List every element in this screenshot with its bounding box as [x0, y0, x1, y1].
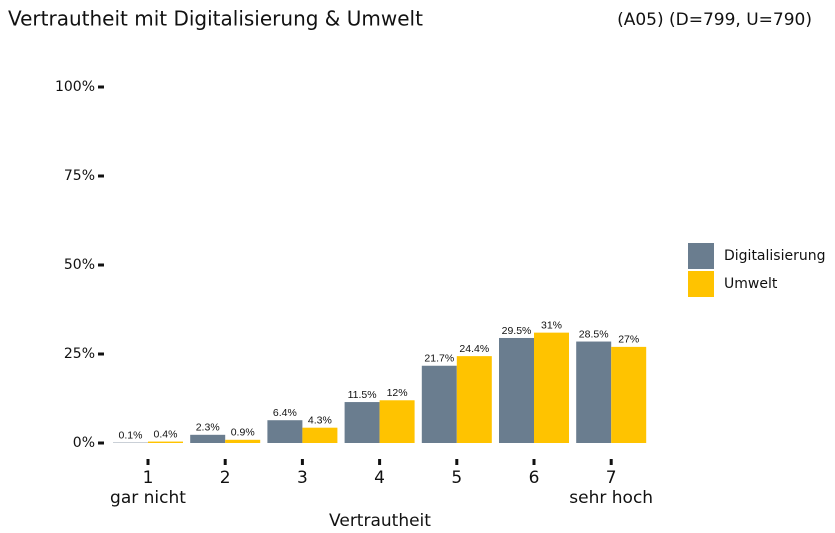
x-tick-label: 1: [143, 468, 154, 488]
legend-swatch: [688, 271, 714, 297]
bar: [576, 341, 612, 443]
data-label: 4.3%: [308, 414, 332, 426]
bar: [499, 337, 534, 443]
y-tick-label: 75%: [64, 168, 95, 184]
y-tick-label: 50%: [64, 257, 95, 273]
bar: [225, 439, 261, 443]
data-label: 28.5%: [579, 328, 609, 340]
bar: [611, 346, 647, 443]
x-tick-label: 4: [374, 468, 385, 488]
data-label: 6.4%: [273, 407, 297, 419]
data-label: 2.3%: [196, 422, 220, 434]
x-tick-label: 2: [220, 468, 231, 488]
data-label: 0.1%: [119, 429, 143, 441]
bar: [302, 427, 338, 443]
chart-title: Vertrautheit mit Digitalisierung & Umwel…: [8, 7, 423, 31]
data-label: 31%: [541, 319, 562, 331]
legend-label: Digitalisierung: [724, 248, 825, 264]
x-end-label: sehr hoch: [569, 488, 653, 508]
x-tick-label: 5: [451, 468, 462, 488]
bar: [421, 365, 457, 443]
y-tick-label: 100%: [55, 79, 95, 95]
bar: [267, 420, 303, 443]
x-axis-label: Vertrautheit: [329, 511, 431, 531]
y-tick-label: 0%: [73, 435, 95, 451]
y-tick-label: 25%: [64, 346, 95, 362]
data-label: 29.5%: [502, 325, 532, 337]
chart-subtitle: (A05) (D=799, U=790): [617, 10, 812, 30]
data-label: 27%: [618, 334, 639, 346]
bar: [534, 332, 569, 443]
data-label: 12%: [387, 387, 408, 399]
x-tick-label: 3: [297, 468, 308, 488]
data-label: 24.4%: [459, 343, 489, 355]
bar: [344, 402, 380, 443]
x-tick-label: 6: [529, 468, 540, 488]
data-label: 0.4%: [154, 428, 178, 440]
data-label: 21.7%: [424, 353, 454, 365]
bar: [148, 441, 183, 443]
bar: [456, 356, 492, 443]
x-tick-label: 7: [606, 468, 617, 488]
data-label: 11.5%: [348, 389, 377, 401]
x-end-label: gar nicht: [110, 488, 186, 508]
legend-label: Umwelt: [724, 276, 778, 292]
legend-swatch: [688, 243, 714, 269]
bar: [379, 400, 415, 443]
data-label: 0.9%: [231, 427, 255, 439]
bar: [190, 434, 226, 443]
